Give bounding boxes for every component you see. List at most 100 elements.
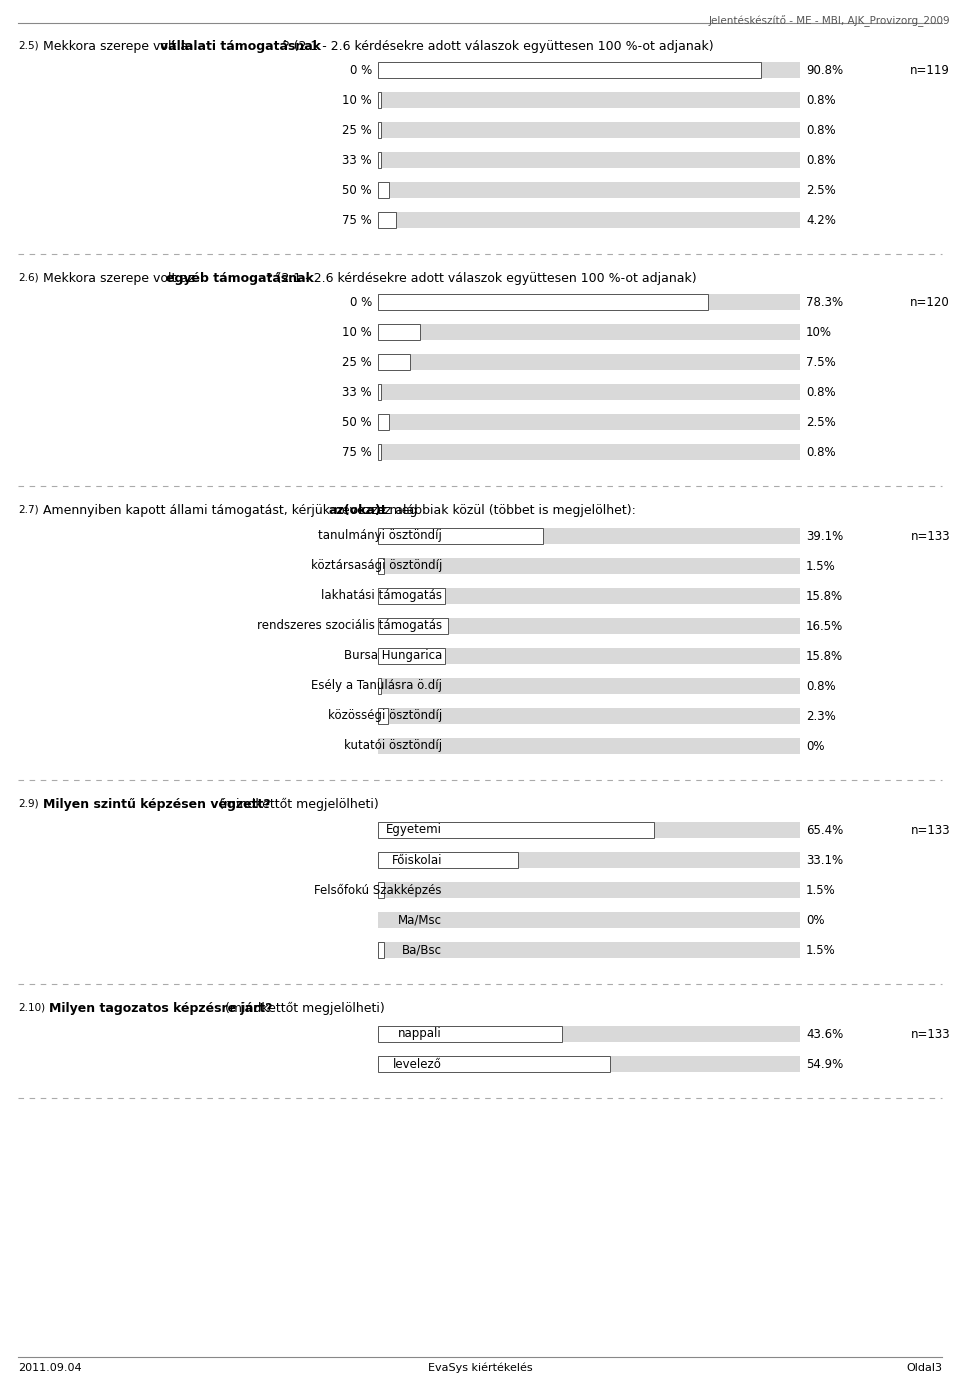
Text: 15.8%: 15.8% xyxy=(806,590,843,603)
Text: kutatói ösztöndíj: kutatói ösztöndíj xyxy=(344,739,442,752)
Text: 0.8%: 0.8% xyxy=(806,679,835,692)
Bar xyxy=(378,649,800,664)
Bar xyxy=(378,882,384,898)
Text: 1.5%: 1.5% xyxy=(806,943,836,957)
Text: 4.2%: 4.2% xyxy=(806,213,836,226)
Bar xyxy=(378,852,517,868)
Text: Felsőfokú Szakképzés: Felsőfokú Szakképzés xyxy=(315,883,442,897)
Text: 2.5%: 2.5% xyxy=(806,184,836,197)
Text: n=133: n=133 xyxy=(910,1028,950,1041)
Text: 33.1%: 33.1% xyxy=(806,854,843,866)
Text: 0.8%: 0.8% xyxy=(806,93,835,106)
Bar xyxy=(378,527,543,544)
Bar xyxy=(378,212,396,227)
Bar xyxy=(378,61,761,78)
Text: lakhatási támogatás: lakhatási támogatás xyxy=(321,590,442,603)
Bar xyxy=(378,852,800,868)
Text: 10 %: 10 % xyxy=(343,93,372,106)
Text: 2.10): 2.10) xyxy=(18,1002,45,1011)
Bar xyxy=(378,92,800,107)
Text: n=133: n=133 xyxy=(910,823,950,837)
Text: tanulmányi ösztöndíj: tanulmányi ösztöndíj xyxy=(318,530,442,543)
Text: 50 %: 50 % xyxy=(343,416,372,428)
Text: Mekkora szerepe volt a: Mekkora szerepe volt a xyxy=(43,40,192,53)
Text: n=120: n=120 xyxy=(910,296,950,308)
Bar xyxy=(378,912,800,928)
Text: 7.5%: 7.5% xyxy=(806,356,836,368)
Bar xyxy=(378,1056,610,1071)
Text: 65.4%: 65.4% xyxy=(806,823,843,837)
Text: 25 %: 25 % xyxy=(343,356,372,368)
Text: nappali: nappali xyxy=(398,1028,442,1041)
Bar xyxy=(378,678,800,693)
Text: 1.5%: 1.5% xyxy=(806,883,836,897)
Text: Bursa Hungarica: Bursa Hungarica xyxy=(344,650,442,663)
Bar xyxy=(378,294,708,310)
Text: az(oka)t: az(oka)t xyxy=(328,504,388,518)
Text: 33 %: 33 % xyxy=(343,153,372,166)
Bar xyxy=(378,414,800,430)
Bar xyxy=(378,942,800,958)
Text: egyéb támogatásnak: egyéb támogatásnak xyxy=(165,272,314,285)
Text: 39.1%: 39.1% xyxy=(806,530,843,543)
Bar xyxy=(378,61,800,78)
Bar xyxy=(378,882,800,898)
Bar xyxy=(378,121,800,138)
Text: 25 %: 25 % xyxy=(343,124,372,137)
Text: köztársasági ösztöndíj: köztársasági ösztöndíj xyxy=(311,559,442,572)
Text: n=119: n=119 xyxy=(910,64,950,77)
Bar xyxy=(378,822,800,838)
Text: Oldal3: Oldal3 xyxy=(906,1363,942,1373)
Text: 0 %: 0 % xyxy=(349,64,372,77)
Text: vállalati támogatásnak: vállalati támogatásnak xyxy=(160,40,322,53)
Text: 0%: 0% xyxy=(806,739,825,752)
Text: 10%: 10% xyxy=(806,325,832,339)
Bar xyxy=(378,618,447,633)
Text: 54.9%: 54.9% xyxy=(806,1057,843,1070)
Text: 16.5%: 16.5% xyxy=(806,619,843,632)
Bar xyxy=(378,324,800,340)
Text: Amennyiben kapott állami támogatást, kérjük nevezze meg: Amennyiben kapott állami támogatást, kér… xyxy=(43,504,421,518)
Bar xyxy=(378,1056,800,1071)
Text: 1.5%: 1.5% xyxy=(806,559,836,572)
Text: 0%: 0% xyxy=(806,914,825,926)
Text: EvaSys kiértékelés: EvaSys kiértékelés xyxy=(428,1363,532,1373)
Text: Milyen szintű képzésen végzett?: Milyen szintű képzésen végzett? xyxy=(43,798,271,810)
Bar xyxy=(378,589,444,604)
Text: Jelentéskészítő - ME - MBI, AJK_Provizorg_2009: Jelentéskészítő - ME - MBI, AJK_Provizor… xyxy=(708,15,950,27)
Text: Főiskolai: Főiskolai xyxy=(392,854,442,866)
Text: 2.5): 2.5) xyxy=(18,40,38,50)
Text: (mindkettőt megjelölheti): (mindkettőt megjelölheti) xyxy=(215,798,379,810)
Text: Egyetemi: Egyetemi xyxy=(386,823,442,837)
Bar xyxy=(378,181,800,198)
Text: 2.5%: 2.5% xyxy=(806,416,836,428)
Text: Mekkora szerepe volt az: Mekkora szerepe volt az xyxy=(43,272,199,285)
Text: (mindkettőt megjelölheti): (mindkettőt megjelölheti) xyxy=(221,1002,385,1016)
Bar xyxy=(378,527,800,544)
Text: 15.8%: 15.8% xyxy=(806,650,843,663)
Bar xyxy=(378,1025,562,1042)
Bar xyxy=(378,618,800,633)
Bar xyxy=(378,942,384,958)
Text: 78.3%: 78.3% xyxy=(806,296,843,308)
Bar xyxy=(378,181,389,198)
Bar xyxy=(378,444,800,460)
Text: Ba/Bsc: Ba/Bsc xyxy=(402,943,442,957)
Text: ? (2.1 - 2.6 kérdésekre adott válaszok együttesen 100 %-ot adjanak): ? (2.1 - 2.6 kérdésekre adott válaszok e… xyxy=(282,40,713,53)
Bar xyxy=(378,649,444,664)
Bar xyxy=(378,1025,800,1042)
Bar xyxy=(378,152,800,167)
Bar xyxy=(378,384,381,400)
Bar xyxy=(378,212,800,227)
Text: 0 %: 0 % xyxy=(349,296,372,308)
Bar xyxy=(378,678,381,693)
Text: 50 %: 50 % xyxy=(343,184,372,197)
Bar xyxy=(378,354,800,370)
Bar xyxy=(378,92,381,107)
Bar xyxy=(378,414,389,430)
Text: 90.8%: 90.8% xyxy=(806,64,843,77)
Bar xyxy=(378,589,800,604)
Bar xyxy=(378,558,384,573)
Text: 2.6): 2.6) xyxy=(18,272,38,282)
Text: 43.6%: 43.6% xyxy=(806,1028,843,1041)
